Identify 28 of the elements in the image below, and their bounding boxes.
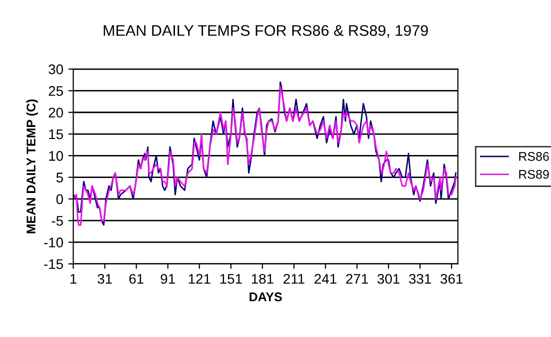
x-tick-label: 91 (160, 274, 175, 284)
x-tick-label: 151 (220, 274, 242, 284)
y-tick-label: 20 (48, 108, 64, 118)
chart-title: MEAN DAILY TEMPS FOR RS86 & RS89, 1979 (104, 25, 428, 38)
y-axis-title: MEAN DAILY TEMP (C) (26, 99, 38, 234)
x-tick-label: 121 (188, 274, 210, 284)
y-tick-label: -10 (44, 238, 64, 248)
x-tick-label: 241 (314, 274, 336, 284)
x-tick-label: 271 (346, 274, 368, 284)
y-tick-label: 0 (56, 194, 64, 204)
x-tick-label: 61 (129, 274, 144, 284)
y-tick-label: 15 (49, 129, 63, 140)
x-tick-label: 331 (408, 274, 431, 284)
x-tick-label: 31 (98, 274, 112, 284)
legend-label: RS89 (519, 170, 549, 179)
x-tick-label: 361 (440, 274, 462, 284)
y-tick-label: -15 (44, 259, 63, 270)
y-tick-label: 25 (48, 86, 63, 96)
x-axis-title: DAYS (250, 292, 282, 302)
x-tick-label: 301 (377, 274, 400, 284)
legend-label: RS86 (519, 152, 549, 161)
x-tick-label: 211 (284, 274, 304, 284)
y-tick-label: 30 (48, 64, 64, 74)
y-tick-label: -5 (52, 216, 63, 226)
y-tick-label: 10 (49, 150, 64, 161)
y-tick-label: 5 (56, 172, 63, 182)
x-tick-label: 181 (252, 274, 274, 284)
x-tick-label: 1 (70, 274, 76, 284)
